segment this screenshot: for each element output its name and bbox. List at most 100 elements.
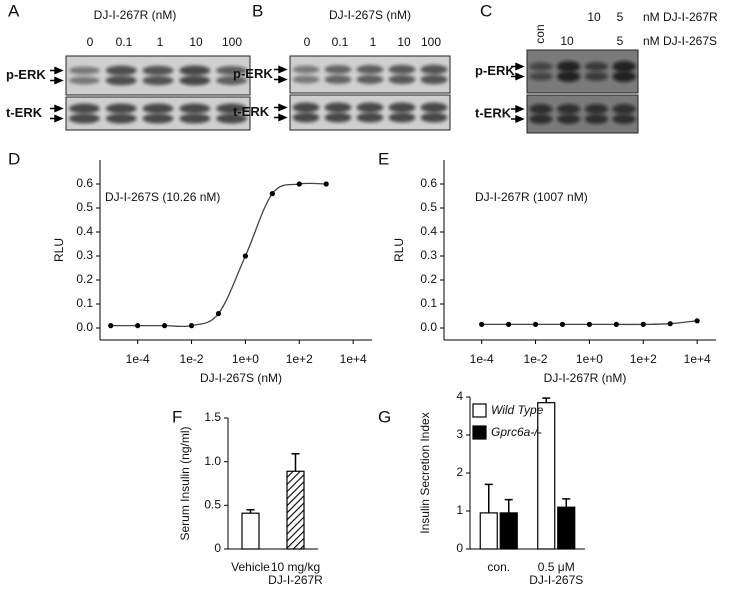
band [420,64,448,75]
data-point [296,181,302,187]
lane-label: con [533,24,547,43]
x-tick-label: 1e+2 [630,352,657,366]
error-bar [246,508,255,514]
row-label: t-ERK [6,105,43,120]
x-tick-label: 1e-2 [524,352,548,366]
panel-label: C [480,1,492,20]
x-tick-label: 1e+2 [286,352,313,366]
data-point [215,311,222,317]
panel-label: F [172,407,182,426]
band [612,104,636,114]
y-axis-label: RLU [52,238,66,262]
lane-label: 100 [222,35,242,49]
lane-label: 0 [304,35,311,49]
dose-label: 5 [617,34,624,48]
data-point [532,321,539,327]
panel-label: G [378,407,391,426]
band [420,74,448,85]
bar [479,512,498,550]
x-tick-label: Vehicle [231,560,270,574]
x-axis-label: DJ-I-267R (nM) [544,371,627,385]
lane-label: 100 [421,35,441,49]
band [529,114,553,124]
error-bar [542,397,551,403]
y-tick-label: 1.0 [204,454,221,468]
band [324,102,352,113]
x-tick-label: 1e-4 [126,352,150,366]
band [356,75,384,84]
annotation: DJ-I-267R (1007 nM) [475,190,588,204]
y-axis-label: RLU [392,238,406,262]
lane-label: 1 [157,35,164,49]
data-point [161,323,168,329]
arrow [50,104,64,113]
x-tick-label: 0.5 μM DJ-I-267S [529,560,583,587]
row-label: p-ERK [233,66,273,81]
x-tick-label: 1e-4 [470,352,494,366]
x-tick-label: 1e-2 [180,352,204,366]
error-bar [504,498,513,513]
dose-label: 10 [560,34,574,48]
y-tick-label: 0.4 [420,224,437,238]
blot [289,55,451,94]
band [388,112,416,123]
annotation: DJ-I-267S (10.26 nM) [105,190,220,204]
band [612,71,636,82]
blot-title: DJ-I-267R (nM) [94,8,177,22]
data-point [640,321,646,327]
error-bar [291,453,300,472]
band [584,72,609,81]
data-point [694,318,700,324]
y-tick-label: 0.0 [420,320,437,334]
band [142,113,174,124]
bar [557,506,576,550]
panel-label: B [252,1,263,20]
y-tick-label: 0.6 [76,176,93,190]
band [292,65,320,74]
error-bar [562,498,571,508]
band [179,103,211,114]
band [529,62,553,71]
fit-line [110,182,327,328]
band [216,103,248,114]
bar [499,512,518,550]
band [142,75,174,86]
legend-label: Wild Type [491,403,544,417]
lane-label: 0.1 [332,35,349,49]
band [142,65,174,76]
band [420,102,448,113]
treatment-label: nM DJ-I-267R [643,10,718,24]
data-point [667,321,673,327]
band [388,74,416,85]
data-point [479,321,485,327]
band [68,66,100,75]
y-tick-label: 0.1 [420,296,437,310]
band [612,61,636,72]
y-tick-label: 0.5 [204,498,221,512]
band [356,102,384,113]
bar [241,512,260,550]
data-point [586,321,593,327]
row-label: p-ERK [475,63,515,78]
data-point [323,181,329,187]
band [584,114,609,124]
arrow [274,103,288,112]
band [179,75,211,86]
x-axis-label: DJ-I-267S (nM) [200,371,282,385]
data-point [188,323,195,329]
arrow [274,75,288,84]
band [105,103,137,114]
y-tick-label: 0.2 [76,272,93,286]
band [388,102,416,113]
band [356,112,384,123]
data-point [108,323,114,329]
data-point [613,321,619,327]
band [216,113,248,124]
y-tick-label: 3 [456,427,463,441]
band [324,65,352,74]
y-tick-label: 0.4 [76,224,93,238]
y-tick-label: 0 [456,541,463,555]
blot-title: DJ-I-267S (nM) [329,8,411,22]
band [420,112,448,123]
row-label: p-ERK [6,67,46,82]
